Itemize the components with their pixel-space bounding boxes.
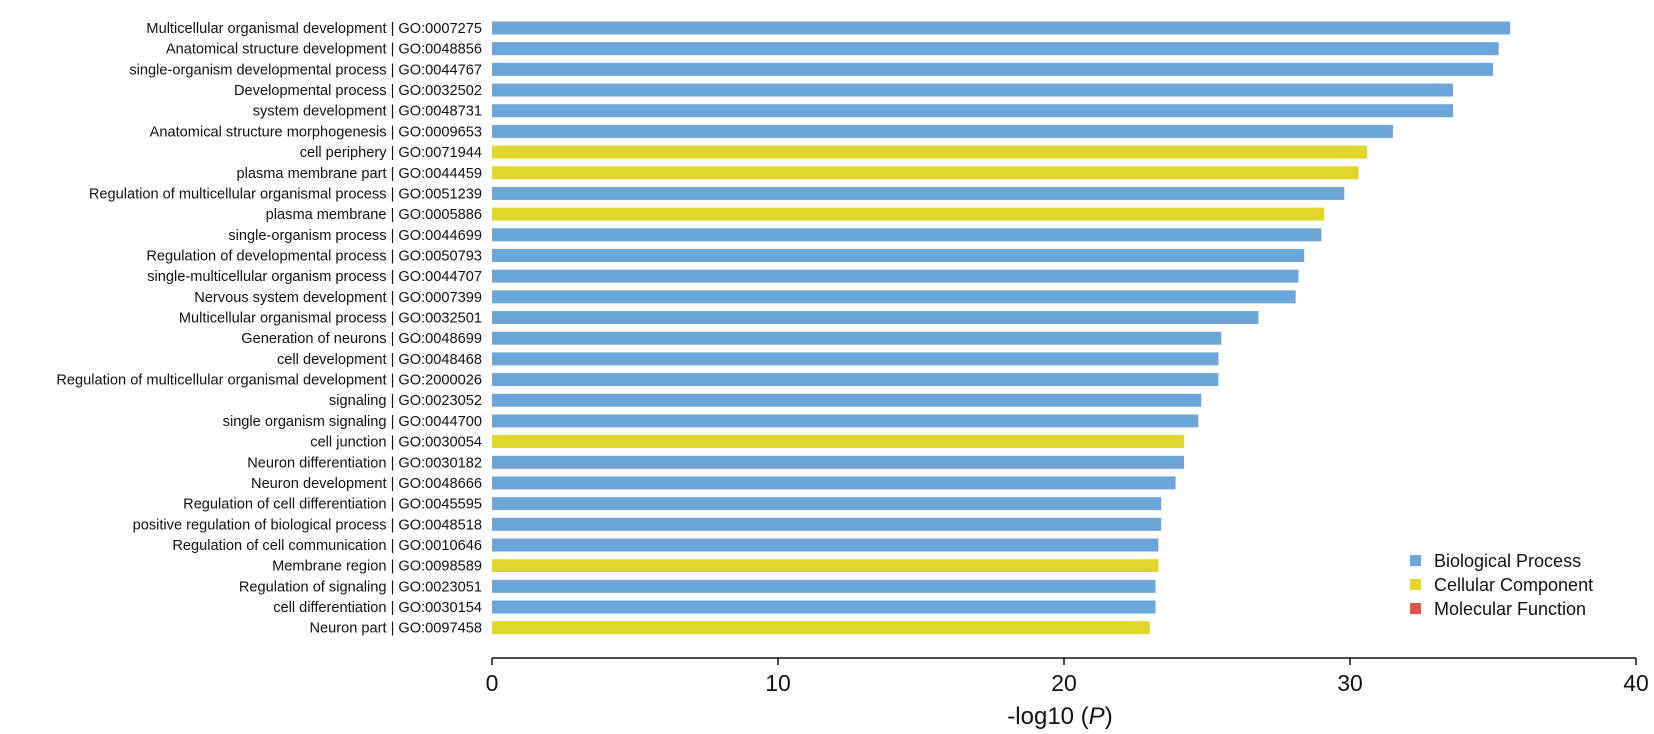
category-label-neuron-part: Neuron part | GO:0097458 [309, 621, 482, 637]
bar-nervous-system-development [492, 290, 1296, 304]
bar-regulation-of-signaling [492, 579, 1156, 593]
bar-cell-junction [492, 435, 1185, 449]
category-label-anatomical-structure-development: Anatomical structure development | GO:00… [166, 42, 482, 58]
bar-regulation-of-cell-differentiation [492, 497, 1162, 511]
bar-system-development [492, 104, 1453, 118]
category-label-single-organism-developmental-process: single-organism developmental process | … [129, 62, 482, 78]
bar-cell-differentiation [492, 600, 1156, 614]
x-axis-title: -log10 (P) [1007, 703, 1112, 730]
bar-membrane-region [492, 559, 1159, 573]
bar-neuron-development [492, 476, 1176, 490]
category-label-regulation-of-signaling: Regulation of signaling | GO:0023051 [239, 579, 482, 595]
category-label-single-organism-process: single-organism process | GO:0044699 [228, 228, 482, 244]
bar-developmental-process [492, 83, 1453, 97]
category-label-nervous-system-development: Nervous system development | GO:0007399 [194, 290, 482, 306]
category-label-cell-junction: cell junction | GO:0030054 [310, 435, 482, 451]
bar-plasma-membrane [492, 207, 1325, 221]
x-axis: 0 10 20 30 40 [486, 657, 1649, 696]
bar-cell-periphery [492, 145, 1368, 159]
legend-swatch-molecular-function [1410, 603, 1421, 614]
legend-swatch-biological-process [1410, 555, 1421, 566]
bar-positive-regulation-of-biological-process [492, 517, 1162, 531]
category-label-single-organism-signaling: single organism signaling | GO:0044700 [223, 414, 482, 430]
category-labels-group: Multicellular organismal development | G… [56, 21, 482, 637]
category-label-regulation-of-cell-differentiation: Regulation of cell differentiation | GO:… [183, 497, 482, 513]
category-label-multicellular-organismal-development: Multicellular organismal development | G… [146, 21, 482, 37]
category-label-neuron-differentiation: Neuron differentiation | GO:0030182 [247, 455, 482, 471]
bar-plasma-membrane-part [492, 166, 1359, 180]
category-label-regulation-of-cell-communication: Regulation of cell communication | GO:00… [172, 538, 482, 554]
category-label-cell-differentiation: cell differentiation | GO:0030154 [273, 600, 482, 616]
category-label-regulation-of-developmental-process: Regulation of developmental process | GO… [146, 248, 482, 264]
bar-single-multicellular-organism-process [492, 269, 1299, 283]
bar-single-organism-process [492, 228, 1322, 242]
category-label-developmental-process: Developmental process | GO:0032502 [234, 83, 482, 99]
legend-label-molecular-function: Molecular Function [1434, 599, 1586, 619]
legend: Biological Process Cellular Component Mo… [1410, 551, 1593, 619]
bar-single-organism-signaling [492, 414, 1199, 428]
bar-regulation-of-multicellular-organismal-development [492, 373, 1219, 387]
legend-label-cellular-component: Cellular Component [1434, 575, 1593, 595]
x-tick-label-10: 10 [765, 670, 791, 696]
category-label-anatomical-structure-morphogenesis: Anatomical structure morphogenesis | GO:… [150, 124, 482, 140]
category-label-system-development: system development | GO:0048731 [253, 104, 482, 120]
bar-generation-of-neurons [492, 331, 1222, 345]
bars-group [492, 21, 1511, 635]
bar-signaling [492, 393, 1202, 407]
bar-single-organism-developmental-process [492, 62, 1493, 76]
bar-regulation-of-multicellular-organismal-process [492, 186, 1345, 200]
x-tick-label-20: 20 [1051, 670, 1077, 696]
x-tick-label-40: 40 [1623, 670, 1649, 696]
category-label-cell-periphery: cell periphery | GO:0071944 [300, 145, 482, 161]
category-label-plasma-membrane-part: plasma membrane part | GO:0044459 [236, 166, 482, 182]
x-tick-label-30: 30 [1337, 670, 1363, 696]
bar-neuron-differentiation [492, 455, 1185, 469]
x-axis-title-prefix: -log10 ( [1007, 703, 1088, 730]
category-label-plasma-membrane: plasma membrane | GO:0005886 [266, 207, 482, 223]
category-label-generation-of-neurons: Generation of neurons | GO:0048699 [241, 331, 482, 347]
bar-regulation-of-developmental-process [492, 248, 1305, 262]
bar-multicellular-organismal-process [492, 311, 1259, 325]
legend-swatch-cellular-component [1410, 579, 1421, 590]
bar-neuron-part [492, 621, 1150, 635]
category-label-cell-development: cell development | GO:0048468 [277, 352, 482, 368]
legend-label-biological-process: Biological Process [1434, 551, 1581, 571]
category-label-positive-regulation-of-biological-process: positive regulation of biological proces… [133, 517, 482, 533]
category-label-multicellular-organismal-process: Multicellular organismal process | GO:00… [179, 311, 482, 327]
category-label-membrane-region: Membrane region | GO:0098589 [272, 559, 482, 575]
category-label-signaling: signaling | GO:0023052 [329, 393, 482, 409]
category-label-single-multicellular-organism-process: single-multicellular organism process | … [147, 269, 482, 285]
category-label-regulation-of-multicellular-organismal-process: Regulation of multicellular organismal p… [89, 186, 482, 202]
bar-regulation-of-cell-communication [492, 538, 1159, 552]
bar-cell-development [492, 352, 1219, 366]
bar-anatomical-structure-development [492, 42, 1499, 56]
x-axis-title-variable: P [1089, 703, 1105, 730]
x-axis-title-suffix: ) [1105, 703, 1113, 730]
category-label-regulation-of-multicellular-organismal-development: Regulation of multicellular organismal d… [56, 373, 482, 389]
category-label-neuron-development: Neuron development | GO:0048666 [251, 476, 482, 492]
x-tick-label-0: 0 [486, 670, 499, 696]
bar-multicellular-organismal-development [492, 21, 1511, 35]
bar-anatomical-structure-morphogenesis [492, 124, 1393, 138]
